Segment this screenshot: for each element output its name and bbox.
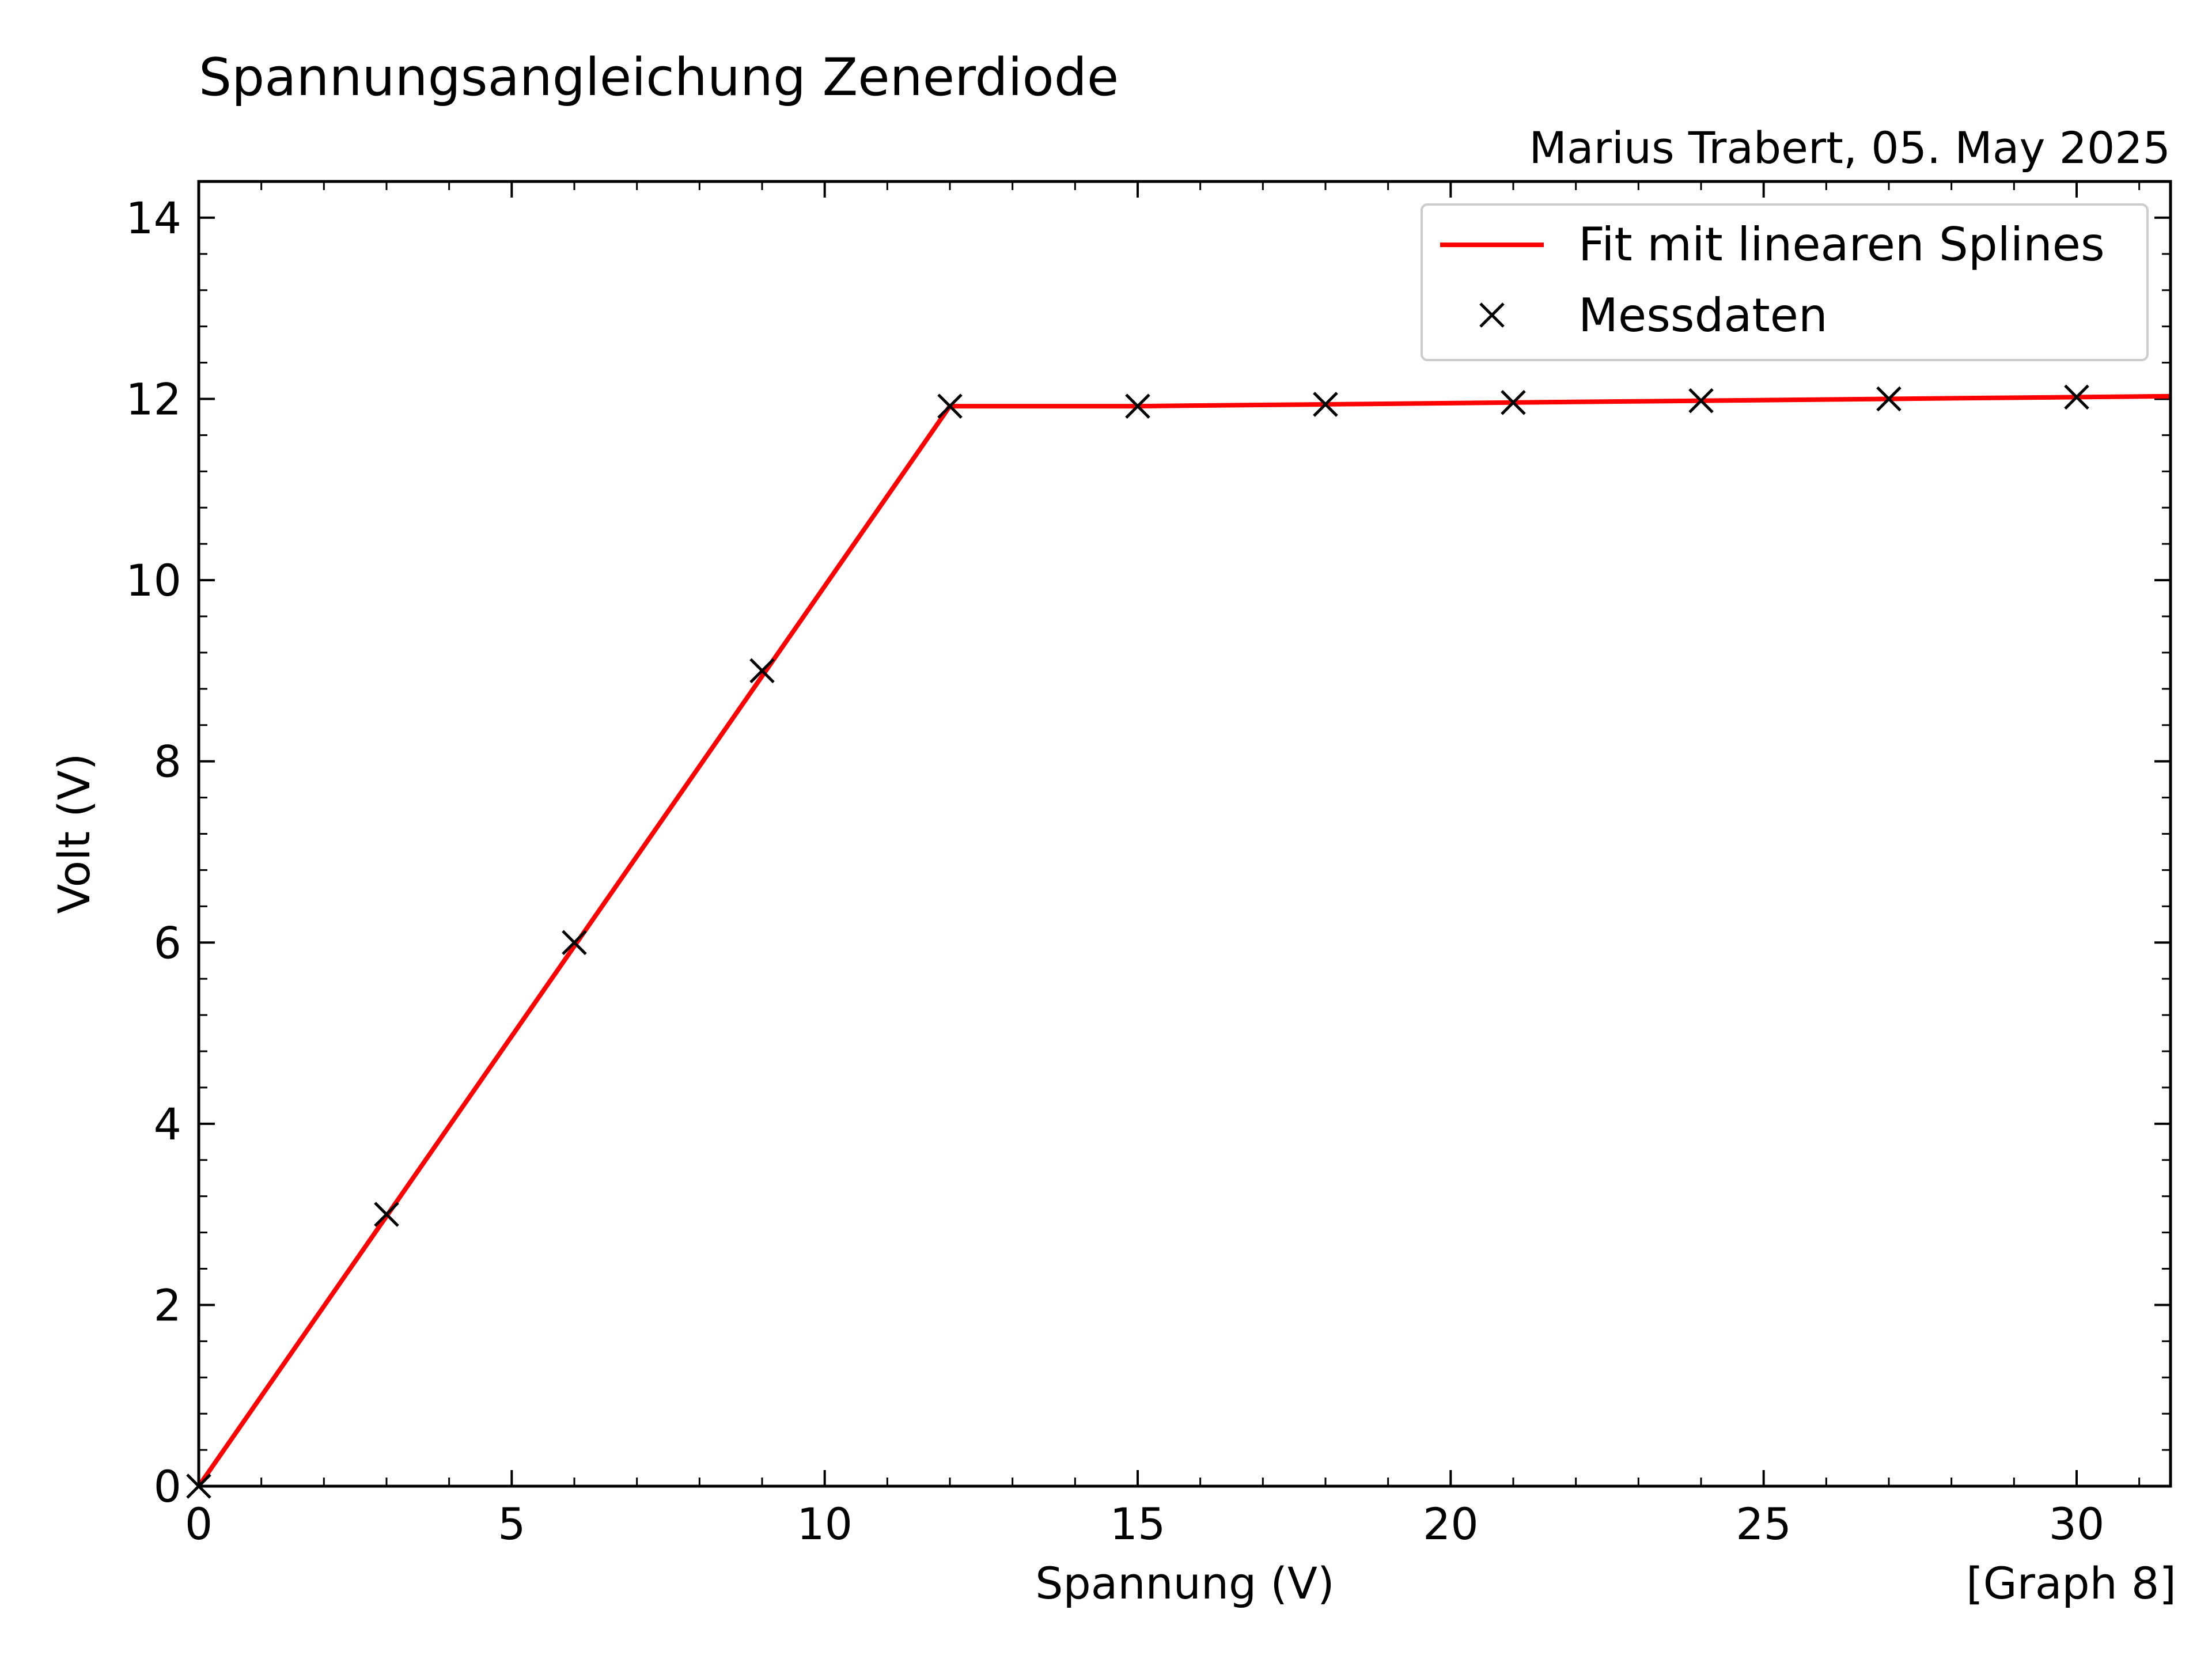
graph-number: [Graph 8]: [1966, 1558, 2176, 1609]
x-tick-label: 15: [1110, 1498, 1166, 1550]
data-point-marker: [2064, 384, 2089, 410]
data-point-marker: [1688, 388, 1714, 414]
y-tick-label: 2: [154, 1279, 181, 1331]
y-tick-label: 14: [126, 192, 181, 244]
y-tick-label: 0: [154, 1461, 181, 1512]
data-point-marker: [749, 658, 775, 684]
chart-subtitle: Marius Trabert, 05. May 2025: [1529, 122, 2171, 173]
y-tick-label: 10: [126, 555, 181, 606]
legend: Fit mit linearen Splines Messdaten: [1421, 203, 2149, 361]
data-point-marker: [374, 1202, 399, 1227]
plot-frame: [197, 180, 2172, 1488]
data-point-marker: [1125, 393, 1150, 419]
y-tick-label: 8: [154, 736, 181, 787]
data-point-marker: [562, 930, 587, 956]
y-tick-label: 4: [154, 1099, 181, 1150]
legend-label: Fit mit linearen Splines: [1578, 218, 2105, 271]
x-tick-label: 25: [1736, 1498, 1791, 1550]
x-tick-label: 0: [185, 1498, 213, 1550]
x-axis-label: Spannung (V): [1035, 1558, 1334, 1609]
y-axis-label: Volt (V): [48, 753, 100, 914]
x-tick-label: 10: [797, 1498, 853, 1550]
y-tick-label: 12: [126, 374, 181, 425]
chart-title: Spannungsangleichung Zenerdiode: [199, 47, 1119, 108]
x-tick-label: 5: [498, 1498, 525, 1550]
x-tick-label: 20: [1423, 1498, 1479, 1550]
y-tick-label: 6: [154, 917, 181, 968]
tick-labels: 0 5 10 15 20 25 30 0 2 4 6 8 10 12 14: [126, 192, 2104, 1550]
legend-box: [1421, 203, 2149, 361]
data-point-marker: [1501, 390, 1526, 415]
data-point-marker: [1876, 386, 1902, 412]
legend-swatch-marker: [1479, 302, 1505, 328]
legend-label: Messdaten: [1578, 289, 1828, 342]
data-point-marker: [1313, 392, 1338, 417]
data-point-marker: [937, 393, 963, 419]
x-tick-label: 30: [2049, 1498, 2105, 1550]
